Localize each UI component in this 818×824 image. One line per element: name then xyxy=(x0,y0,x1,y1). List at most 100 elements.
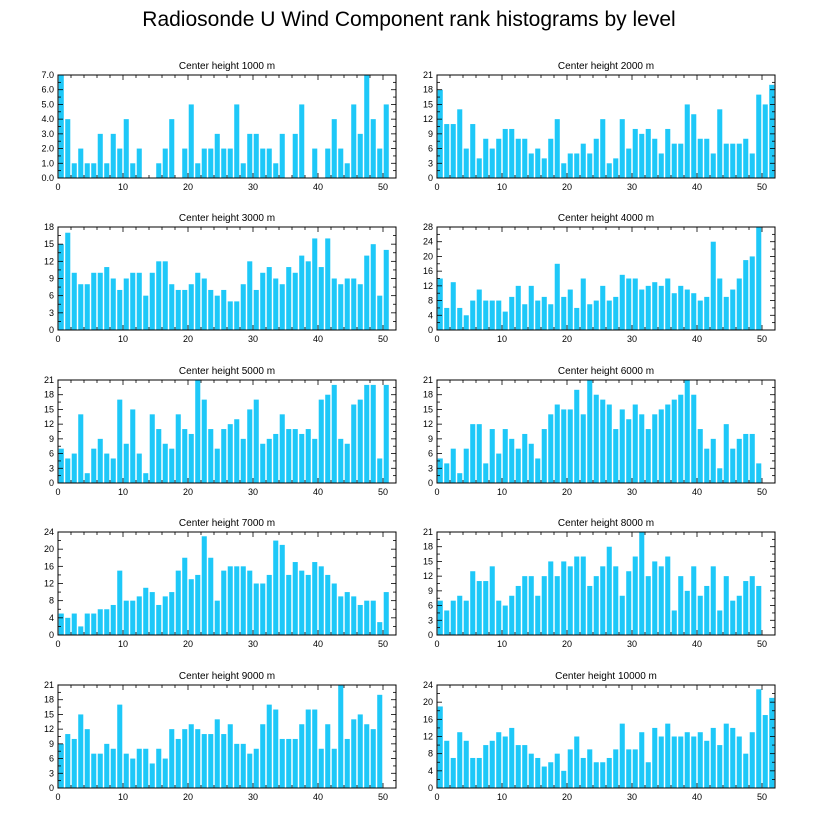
histogram-bar xyxy=(515,448,521,483)
histogram-bar xyxy=(639,532,645,635)
histogram-bar xyxy=(188,284,194,330)
histogram-bar xyxy=(104,267,110,330)
histogram-bar xyxy=(678,394,684,483)
histogram-bar xyxy=(769,697,775,789)
histogram-bar xyxy=(110,278,116,330)
histogram-bar xyxy=(214,295,220,330)
histogram-panel-2: Center height 2000 m 0 10 20 30 40 50 0 3 6 9 12 15 1… xyxy=(423,61,776,192)
histogram-bar xyxy=(606,546,612,635)
histogram-bar xyxy=(110,604,116,635)
histogram-bar xyxy=(370,729,376,788)
histogram-bar xyxy=(162,758,168,788)
histogram-bar xyxy=(515,745,521,788)
histogram-bar xyxy=(463,600,469,635)
histogram-bar xyxy=(502,429,508,483)
histogram-bar xyxy=(110,748,116,788)
histogram-bar xyxy=(450,600,456,635)
histogram-bar xyxy=(357,399,363,483)
histogram-bar xyxy=(717,278,723,330)
histogram-bar xyxy=(208,557,214,635)
histogram-bar xyxy=(240,438,246,483)
histogram-bar xyxy=(201,278,207,330)
histogram-bar xyxy=(652,282,658,330)
histogram-bar xyxy=(260,583,266,635)
histogram-bar xyxy=(730,289,736,330)
histogram-bar xyxy=(227,301,233,330)
histogram-panel-4: Center height 4000 m 0 10 20 30 40 50 0 4 8 12 16 20… xyxy=(423,213,776,344)
histogram-bar xyxy=(338,438,344,483)
histogram-bar xyxy=(292,133,298,178)
histogram-bar xyxy=(736,143,742,178)
histogram-bar xyxy=(143,295,149,330)
y-tick-label: 6 xyxy=(49,449,54,459)
histogram-bar xyxy=(470,757,476,788)
histogram-bar xyxy=(574,736,580,788)
histogram-bar xyxy=(312,148,318,178)
x-tick-label: 50 xyxy=(757,182,767,192)
histogram-bar xyxy=(71,613,77,635)
histogram-bar xyxy=(123,119,129,178)
histogram-bar xyxy=(292,562,298,635)
histogram-bar xyxy=(509,595,515,635)
histogram-bar xyxy=(723,296,729,330)
histogram-panel-9: Center height 9000 m 0 10 20 30 40 50 0 3 6 9 12 15 1… xyxy=(44,671,397,802)
y-tick-label: 24 xyxy=(423,680,433,690)
histogram-bar xyxy=(383,384,389,483)
histogram-bar xyxy=(221,734,227,788)
histogram-bar xyxy=(567,566,573,635)
panel-title: Center height 6000 m xyxy=(558,366,654,377)
histogram-bar xyxy=(91,753,97,788)
histogram-bar xyxy=(162,261,168,330)
histogram-bar xyxy=(195,163,201,178)
histogram-bar xyxy=(463,448,469,483)
histogram-bar xyxy=(136,748,142,788)
histogram-bar xyxy=(156,261,162,330)
x-tick-label: 50 xyxy=(378,639,388,649)
histogram-bar xyxy=(743,138,749,178)
panel-title: Center height 3000 m xyxy=(179,213,275,224)
histogram-bar xyxy=(175,738,181,788)
histogram-bar xyxy=(684,732,690,788)
histogram-bar xyxy=(626,148,632,178)
y-tick-label: 12 xyxy=(44,419,54,429)
y-tick-label: 28 xyxy=(423,222,433,232)
histogram-bar xyxy=(756,585,762,635)
histogram-bar xyxy=(671,399,677,483)
histogram-bar xyxy=(730,727,736,788)
y-tick-label: 16 xyxy=(423,714,433,724)
histogram-bar xyxy=(587,304,593,330)
histogram-bar xyxy=(201,399,207,483)
histogram-bar xyxy=(234,743,240,788)
x-tick-label: 10 xyxy=(497,792,507,802)
histogram-bar xyxy=(457,473,463,483)
x-tick-label: 30 xyxy=(627,334,637,344)
histogram-bar xyxy=(652,561,658,635)
histogram-bar xyxy=(123,443,129,483)
histogram-bar xyxy=(123,278,129,330)
histogram-bar xyxy=(587,749,593,789)
y-tick-label: 15 xyxy=(423,556,433,566)
histogram-bar xyxy=(370,119,376,178)
histogram-bar xyxy=(221,148,227,178)
histogram-bar xyxy=(509,128,515,178)
histogram-bar xyxy=(509,727,515,788)
histogram-bar xyxy=(684,380,690,483)
histogram-bar xyxy=(450,124,456,178)
histogram-bar xyxy=(377,622,383,636)
histogram-bar xyxy=(541,296,547,330)
histogram-bar xyxy=(266,704,272,788)
histogram-bar xyxy=(351,719,357,788)
histogram-bar xyxy=(671,143,677,178)
y-tick-label: 18 xyxy=(44,695,54,705)
histogram-bar xyxy=(260,148,266,178)
histogram-bar xyxy=(613,566,619,635)
figure-title: Radiosonde U Wind Component rank histogr… xyxy=(142,8,676,31)
x-tick-label: 40 xyxy=(692,182,702,192)
histogram-bar xyxy=(710,566,716,635)
histogram-bar xyxy=(645,762,651,788)
histogram-bar xyxy=(626,278,632,330)
histogram-bar xyxy=(182,148,188,178)
y-tick-label: 0 xyxy=(428,325,433,335)
y-tick-label: 4.0 xyxy=(41,114,54,124)
x-tick-label: 0 xyxy=(55,639,60,649)
